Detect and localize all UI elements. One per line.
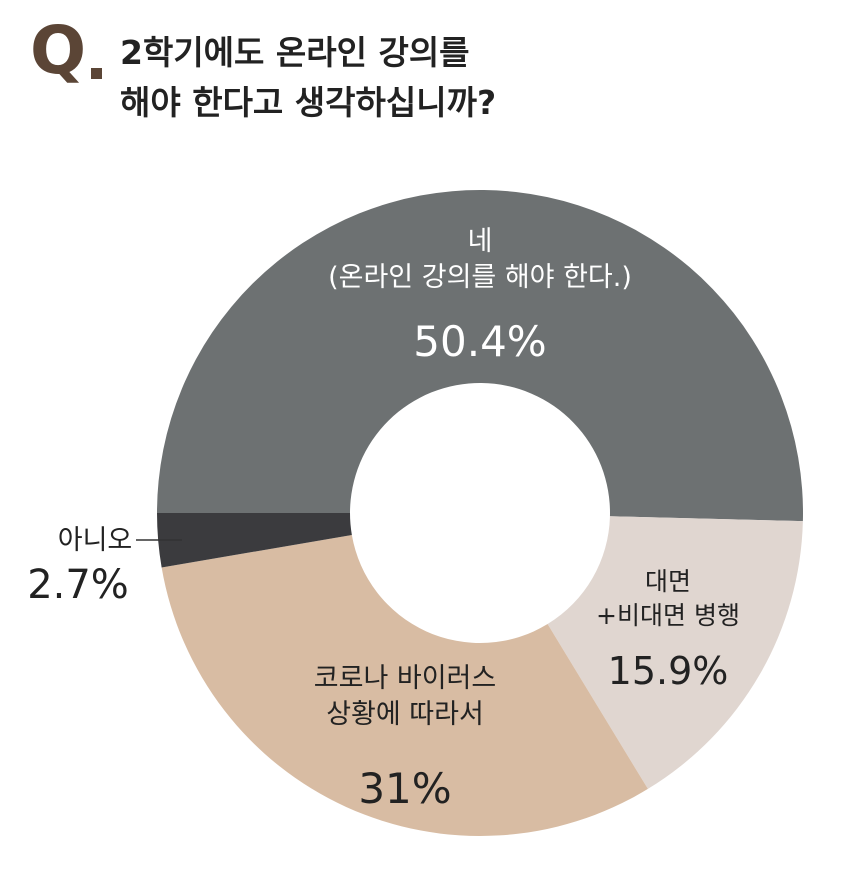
donut-slice-1 xyxy=(547,516,803,789)
question-q-dot xyxy=(91,68,102,79)
slice-value-3: 2.7% xyxy=(27,562,129,608)
slice-name-2-1: 상황에 따라서 xyxy=(326,699,484,730)
slice-value-1: 15.9% xyxy=(608,649,729,693)
slice-value-0: 50.4% xyxy=(413,317,546,366)
slice-name-3-0: 아니오 xyxy=(58,525,133,556)
slice-name-1-0: 대면 xyxy=(645,567,691,596)
donut-slices xyxy=(157,189,803,836)
slice-label-1: 대면 +비대면 병행 15.9% xyxy=(596,567,740,693)
donut-slice-0 xyxy=(157,189,803,522)
question-q-mark: Q xyxy=(30,12,87,89)
slice-label-3: 아니오 2.7% xyxy=(27,525,182,608)
donut-slice-3 xyxy=(157,513,352,568)
slice-name-1-1: +비대면 병행 xyxy=(596,601,740,630)
slice-name-2-0: 코로나 바이러스 xyxy=(314,663,496,694)
question-title: 2학기에도 온라인 강의를 해야 한다고 생각하십니까? xyxy=(120,28,496,128)
question-line-1: 2학기에도 온라인 강의를 xyxy=(120,33,470,72)
question-line-2: 해야 한다고 생각하십니까? xyxy=(120,83,497,122)
slice-name-0-1: (온라인 강의를 해야 한다.) xyxy=(328,262,632,293)
slice-name-0-0: 네 xyxy=(468,226,493,257)
slice-label-0: 네 (온라인 강의를 해야 한다.) 50.4% xyxy=(328,226,632,366)
donut-labels: 네 (온라인 강의를 해야 한다.) 50.4% 대면 +비대면 병행 15.9% 코로나 … xyxy=(27,226,740,813)
donut-slice-2 xyxy=(161,534,648,836)
slice-value-2: 31% xyxy=(358,764,451,813)
